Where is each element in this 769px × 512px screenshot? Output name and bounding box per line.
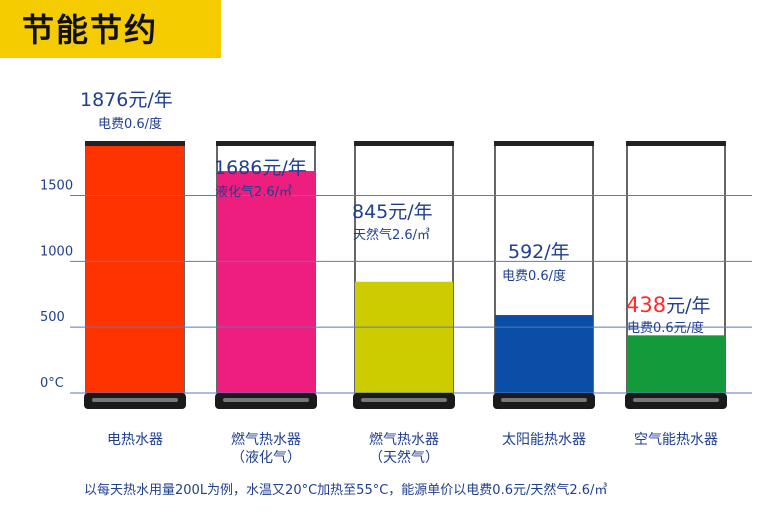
category-label-3: 燃气热水器 bbox=[369, 431, 439, 448]
y-tick-label-0: 0°C bbox=[40, 376, 64, 391]
y-tick-label-3: 1500 bbox=[40, 179, 73, 194]
bar-4 bbox=[495, 315, 593, 393]
category-label-5: 空气能热水器 bbox=[634, 432, 718, 448]
y-tick-label-2: 1000 bbox=[40, 244, 73, 259]
price-unit-5: 元/年 bbox=[666, 295, 710, 317]
price-label-5: 438元/年 bbox=[626, 293, 711, 317]
price-label-3: 845元/年 bbox=[352, 201, 433, 223]
price-label-2: 1686元/年 bbox=[214, 157, 307, 179]
bar-base-shine-1 bbox=[92, 398, 178, 402]
bar-cap-3 bbox=[354, 141, 454, 146]
bar-base-shine-5 bbox=[633, 398, 719, 402]
bar-cap-4 bbox=[494, 141, 594, 146]
bar-5 bbox=[627, 335, 725, 393]
energy-rate-3: 天然气2.6/㎥ bbox=[353, 227, 430, 243]
energy-rate-2: 液化气2.6/㎥ bbox=[215, 184, 292, 200]
price-unit-2: 元/年 bbox=[262, 157, 306, 179]
energy-rate-1: 电费0.6/度 bbox=[98, 116, 162, 132]
bar-3 bbox=[355, 281, 453, 393]
category-label-4: 太阳能热水器 bbox=[502, 432, 586, 448]
price-number-3: 845 bbox=[352, 201, 388, 223]
price-number-1: 1876 bbox=[80, 89, 128, 111]
energy-rate-5: 电费0.6元/度 bbox=[627, 320, 704, 336]
price-unit-4: /年 bbox=[544, 241, 569, 263]
bar-cap-1 bbox=[85, 141, 185, 146]
page-title: 节能节约 bbox=[22, 11, 159, 49]
bar-2 bbox=[217, 171, 315, 393]
bar-base-shine-4 bbox=[501, 398, 587, 402]
price-unit-1: 元/年 bbox=[128, 89, 172, 111]
price-number-4: 592 bbox=[508, 241, 544, 263]
bar-base-shine-2 bbox=[223, 398, 309, 402]
bar-cap-5 bbox=[626, 141, 726, 146]
price-unit-3: 元/年 bbox=[388, 201, 432, 223]
category-sublabel-2: （液化气） bbox=[231, 450, 301, 466]
price-label-4: 592/年 bbox=[508, 241, 570, 263]
category-label-2: 燃气热水器 bbox=[231, 431, 301, 448]
price-number-5: 438 bbox=[626, 293, 666, 317]
price-number-2: 1686 bbox=[214, 157, 262, 179]
y-tick-label-1: 500 bbox=[40, 310, 65, 325]
footnote: 以每天热水用量200L为例，水温又20°C加热至55°C，能源单价以电费0.6元… bbox=[84, 482, 607, 498]
energy-rate-4: 电费0.6/度 bbox=[502, 268, 566, 284]
category-sublabel-3: （天然气） bbox=[369, 449, 439, 466]
bar-1 bbox=[86, 146, 184, 393]
bar-cap-2 bbox=[216, 141, 316, 146]
category-label-1: 电热水器 bbox=[107, 432, 163, 448]
title-banner: 节能节约 bbox=[0, 0, 221, 58]
bar-base-shine-3 bbox=[361, 398, 447, 402]
price-label-1: 1876元/年 bbox=[80, 89, 173, 111]
